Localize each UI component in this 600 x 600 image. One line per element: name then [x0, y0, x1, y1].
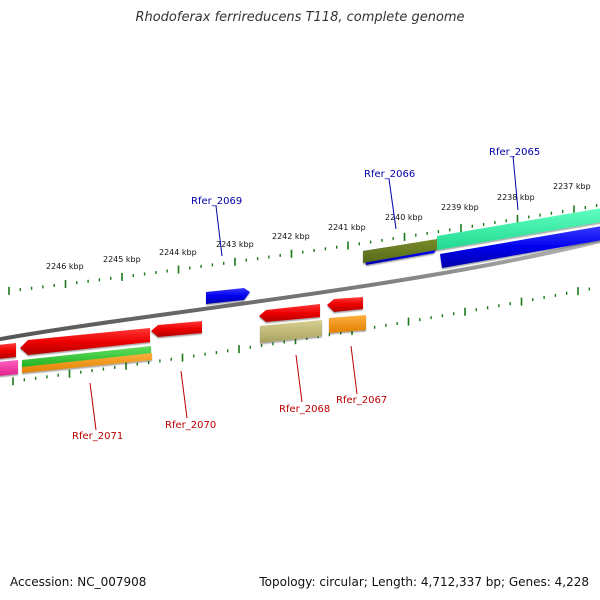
scale-label-2242: 2242 kbp	[272, 232, 310, 241]
leader-rfer-2069	[215, 205, 223, 257]
gene-left-edge[interactable]	[0, 343, 16, 359]
leader-rfer-2065	[512, 155, 519, 211]
gene-rfer-2069[interactable]	[206, 288, 250, 304]
gene-rfer-2068[interactable]	[259, 304, 320, 322]
gene-label-rfer-2070[interactable]: Rfer_2070	[165, 420, 216, 431]
gene-label-rfer-2066[interactable]: Rfer_2066	[364, 169, 415, 180]
gene-label-rfer-2071[interactable]: Rfer_2071	[72, 431, 123, 442]
leader-rfer-2066	[388, 178, 397, 230]
scale-label-2241: 2241 kbp	[328, 223, 366, 232]
scale-label-2237: 2237 kbp	[553, 182, 591, 191]
gene-label-rfer-2068[interactable]: Rfer_2068	[279, 404, 330, 415]
gene-label-rfer-2065[interactable]: Rfer_2065	[489, 147, 540, 158]
feature-olive-rfer-2066	[363, 239, 437, 263]
gene-rfer-2067[interactable]	[327, 297, 363, 312]
genome-backbone	[0, 239, 600, 342]
accession-text: Accession: NC_007908	[10, 575, 147, 589]
leader-rfer-2068	[295, 354, 303, 403]
gene-rfer-2065[interactable]	[440, 226, 600, 268]
scale-label-2238: 2238 kbp	[497, 193, 535, 202]
map-title: Rhodoferax ferrireducens T118, complete …	[135, 10, 465, 25]
feature-pink-left-edge	[0, 360, 18, 376]
feature-mint-rfer-2065	[437, 208, 600, 250]
feature-khaki-rfer-2068	[260, 320, 322, 343]
gene-rfer-2070[interactable]	[151, 321, 202, 337]
genome-summary-text: Topology: circular; Length: 4,712,337 bp…	[259, 575, 589, 589]
feature-orange-rfer-2071	[22, 353, 152, 373]
scale-label-2243: 2243 kbp	[216, 240, 254, 249]
scale-label-2239: 2239 kbp	[441, 203, 479, 212]
scale-labels: 2246 kbp 2245 kbp 2244 kbp 2243 kbp 2242…	[46, 182, 591, 271]
leader-rfer-2071	[89, 382, 97, 431]
feature-green-rfer-2071	[22, 346, 151, 368]
gene-label-rfer-2067[interactable]: Rfer_2067	[336, 395, 387, 406]
scale-label-2244: 2244 kbp	[159, 248, 197, 257]
scale-label-2246: 2246 kbp	[46, 262, 84, 271]
leader-rfer-2067	[350, 345, 358, 395]
leader-rfer-2070	[180, 370, 188, 419]
gene-label-rfer-2069[interactable]: Rfer_2069	[191, 196, 242, 207]
scale-label-2245: 2245 kbp	[103, 255, 141, 264]
scale-label-2240: 2240 kbp	[385, 213, 423, 222]
upper-scale-ticks	[8, 204, 598, 295]
gene-rfer-2071[interactable]	[20, 328, 150, 355]
feature-orange-rfer-2067	[329, 315, 366, 333]
